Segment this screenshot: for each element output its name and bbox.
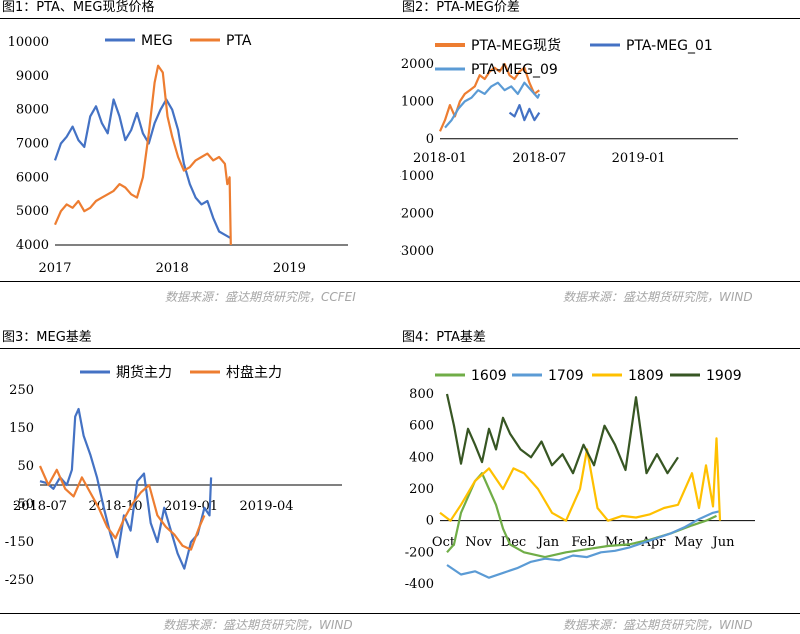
legend-label: 1909 <box>706 368 742 384</box>
y-tick-label: 10000 <box>8 35 49 50</box>
y-tick-label: 150 <box>9 421 34 436</box>
y-tick-label: 4000 <box>16 238 49 253</box>
meg-pta-price-chart: 10000 9000 8000 7000 6000 5000 4000 2017 2018 201… <box>8 33 348 276</box>
series-line-3 <box>445 393 679 475</box>
y-tick-label: -50 <box>13 497 34 512</box>
x-tick-label: 2018-01 <box>413 151 467 166</box>
pta-meg-spread-chart: 2000 1000 0 -1000 -2000 -3000 2018-01 2018-07 20… <box>400 37 738 259</box>
legend-label: PTA <box>226 33 252 49</box>
series-line-0 <box>53 98 232 240</box>
y-tick-label: 8000 <box>16 103 49 118</box>
source-rule <box>400 281 800 282</box>
y-tick-label: -400 <box>405 577 434 592</box>
source-note: 数据来源：盛达期货研究院，CCFEI <box>165 290 356 304</box>
y-tick-label: -250 <box>5 573 34 588</box>
x-tick-label: Feb <box>571 535 595 550</box>
legend-label: 村盘主力 <box>226 364 282 381</box>
y-tick-label: -1000 <box>400 169 434 184</box>
panel-title: 图3：MEG基差 <box>2 330 92 345</box>
source-note: 数据来源：盛达期货研究院，WIND <box>563 618 753 632</box>
legend-label: PTA-MEG_09 <box>471 62 558 78</box>
y-tick-label: 600 <box>409 419 434 434</box>
panel-3: 图3：MEG基差 250 150 50 -50 -150 -250 2018-07 2018-… <box>0 330 400 634</box>
y-tick-label: -3000 <box>400 244 434 259</box>
y-tick-label: 9000 <box>16 69 49 84</box>
y-tick-label: 7000 <box>16 137 49 152</box>
panel-1: 图1：PTA、MEG现货价格 10000 9000 8000 7000 6000 5000… <box>0 0 400 316</box>
panel-title: 图4：PTA基差 <box>402 330 486 345</box>
x-tick-label: May <box>674 535 703 550</box>
x-tick-label: Apr <box>641 535 667 550</box>
x-tick-label: 2018 <box>156 261 189 276</box>
series-line-1 <box>508 103 541 122</box>
y-tick-label: 1000 <box>401 94 434 109</box>
source-rule <box>400 613 800 614</box>
y-tick-label: -150 <box>5 535 34 550</box>
title-rule <box>0 348 400 349</box>
x-tick-label: 2019-04 <box>239 499 293 514</box>
legend-label: 1709 <box>548 368 584 384</box>
y-tick-label: 200 <box>409 482 434 497</box>
x-tick-label: Oct <box>432 535 456 550</box>
y-tick-label: 800 <box>409 387 434 402</box>
panel-4: 图4：PTA基差 800 600 400 200 0 -200 -400 Oct Nov Dec J… <box>400 330 800 634</box>
y-tick-label: 5000 <box>16 204 49 219</box>
series-line-2 <box>439 437 722 522</box>
y-tick-label: 400 <box>409 450 434 465</box>
legend-label: MEG <box>141 33 173 49</box>
panel-2: 图2：PTA-MEG价差 2000 1000 0 -1000 -2000 -3000 201… <box>400 0 800 316</box>
y-tick-label: 6000 <box>16 170 49 185</box>
x-tick-label: 2018-07 <box>13 499 67 514</box>
y-tick-label: -200 <box>405 545 434 560</box>
legend-label: PTA-MEG现货 <box>471 37 561 54</box>
x-tick-label: 2018-07 <box>512 151 566 166</box>
y-tick-label: 0 <box>426 514 434 529</box>
series-line-0 <box>39 407 213 570</box>
source-rule <box>0 281 400 282</box>
series-line-1 <box>53 64 232 246</box>
x-tick-label: Jan <box>536 535 560 550</box>
title-rule <box>400 18 800 19</box>
title-rule <box>400 348 800 349</box>
x-tick-label: Dec <box>501 535 526 550</box>
panel-title: 图2：PTA-MEG价差 <box>402 0 520 15</box>
x-tick-label: Jun <box>711 535 736 550</box>
y-tick-label: 250 <box>9 383 34 398</box>
legend-label: 期货主力 <box>116 364 172 381</box>
x-tick-label: Nov <box>465 535 492 550</box>
legend-label: 1609 <box>471 368 507 384</box>
source-note: 数据来源：盛达期货研究院，WIND <box>563 290 753 304</box>
y-tick-label: 50 <box>17 459 34 474</box>
x-tick-label: 2019 <box>273 261 306 276</box>
y-tick-label: 0 <box>426 132 434 147</box>
y-tick-label: -2000 <box>400 207 434 222</box>
x-tick-label: 2019-01 <box>612 151 666 166</box>
series-line-1 <box>446 510 721 579</box>
title-rule <box>0 18 400 19</box>
y-tick-label: 2000 <box>401 57 434 72</box>
legend-label: PTA-MEG_01 <box>626 38 713 54</box>
series-line-2 <box>444 81 541 129</box>
panel-title: 图1：PTA、MEG现货价格 <box>2 0 155 15</box>
series-line-1 <box>38 465 206 551</box>
source-note: 数据来源：盛达期货研究院，WIND <box>163 618 353 632</box>
x-tick-label: 2017 <box>38 261 71 276</box>
source-rule <box>0 613 400 614</box>
legend-label: 1809 <box>628 368 664 384</box>
